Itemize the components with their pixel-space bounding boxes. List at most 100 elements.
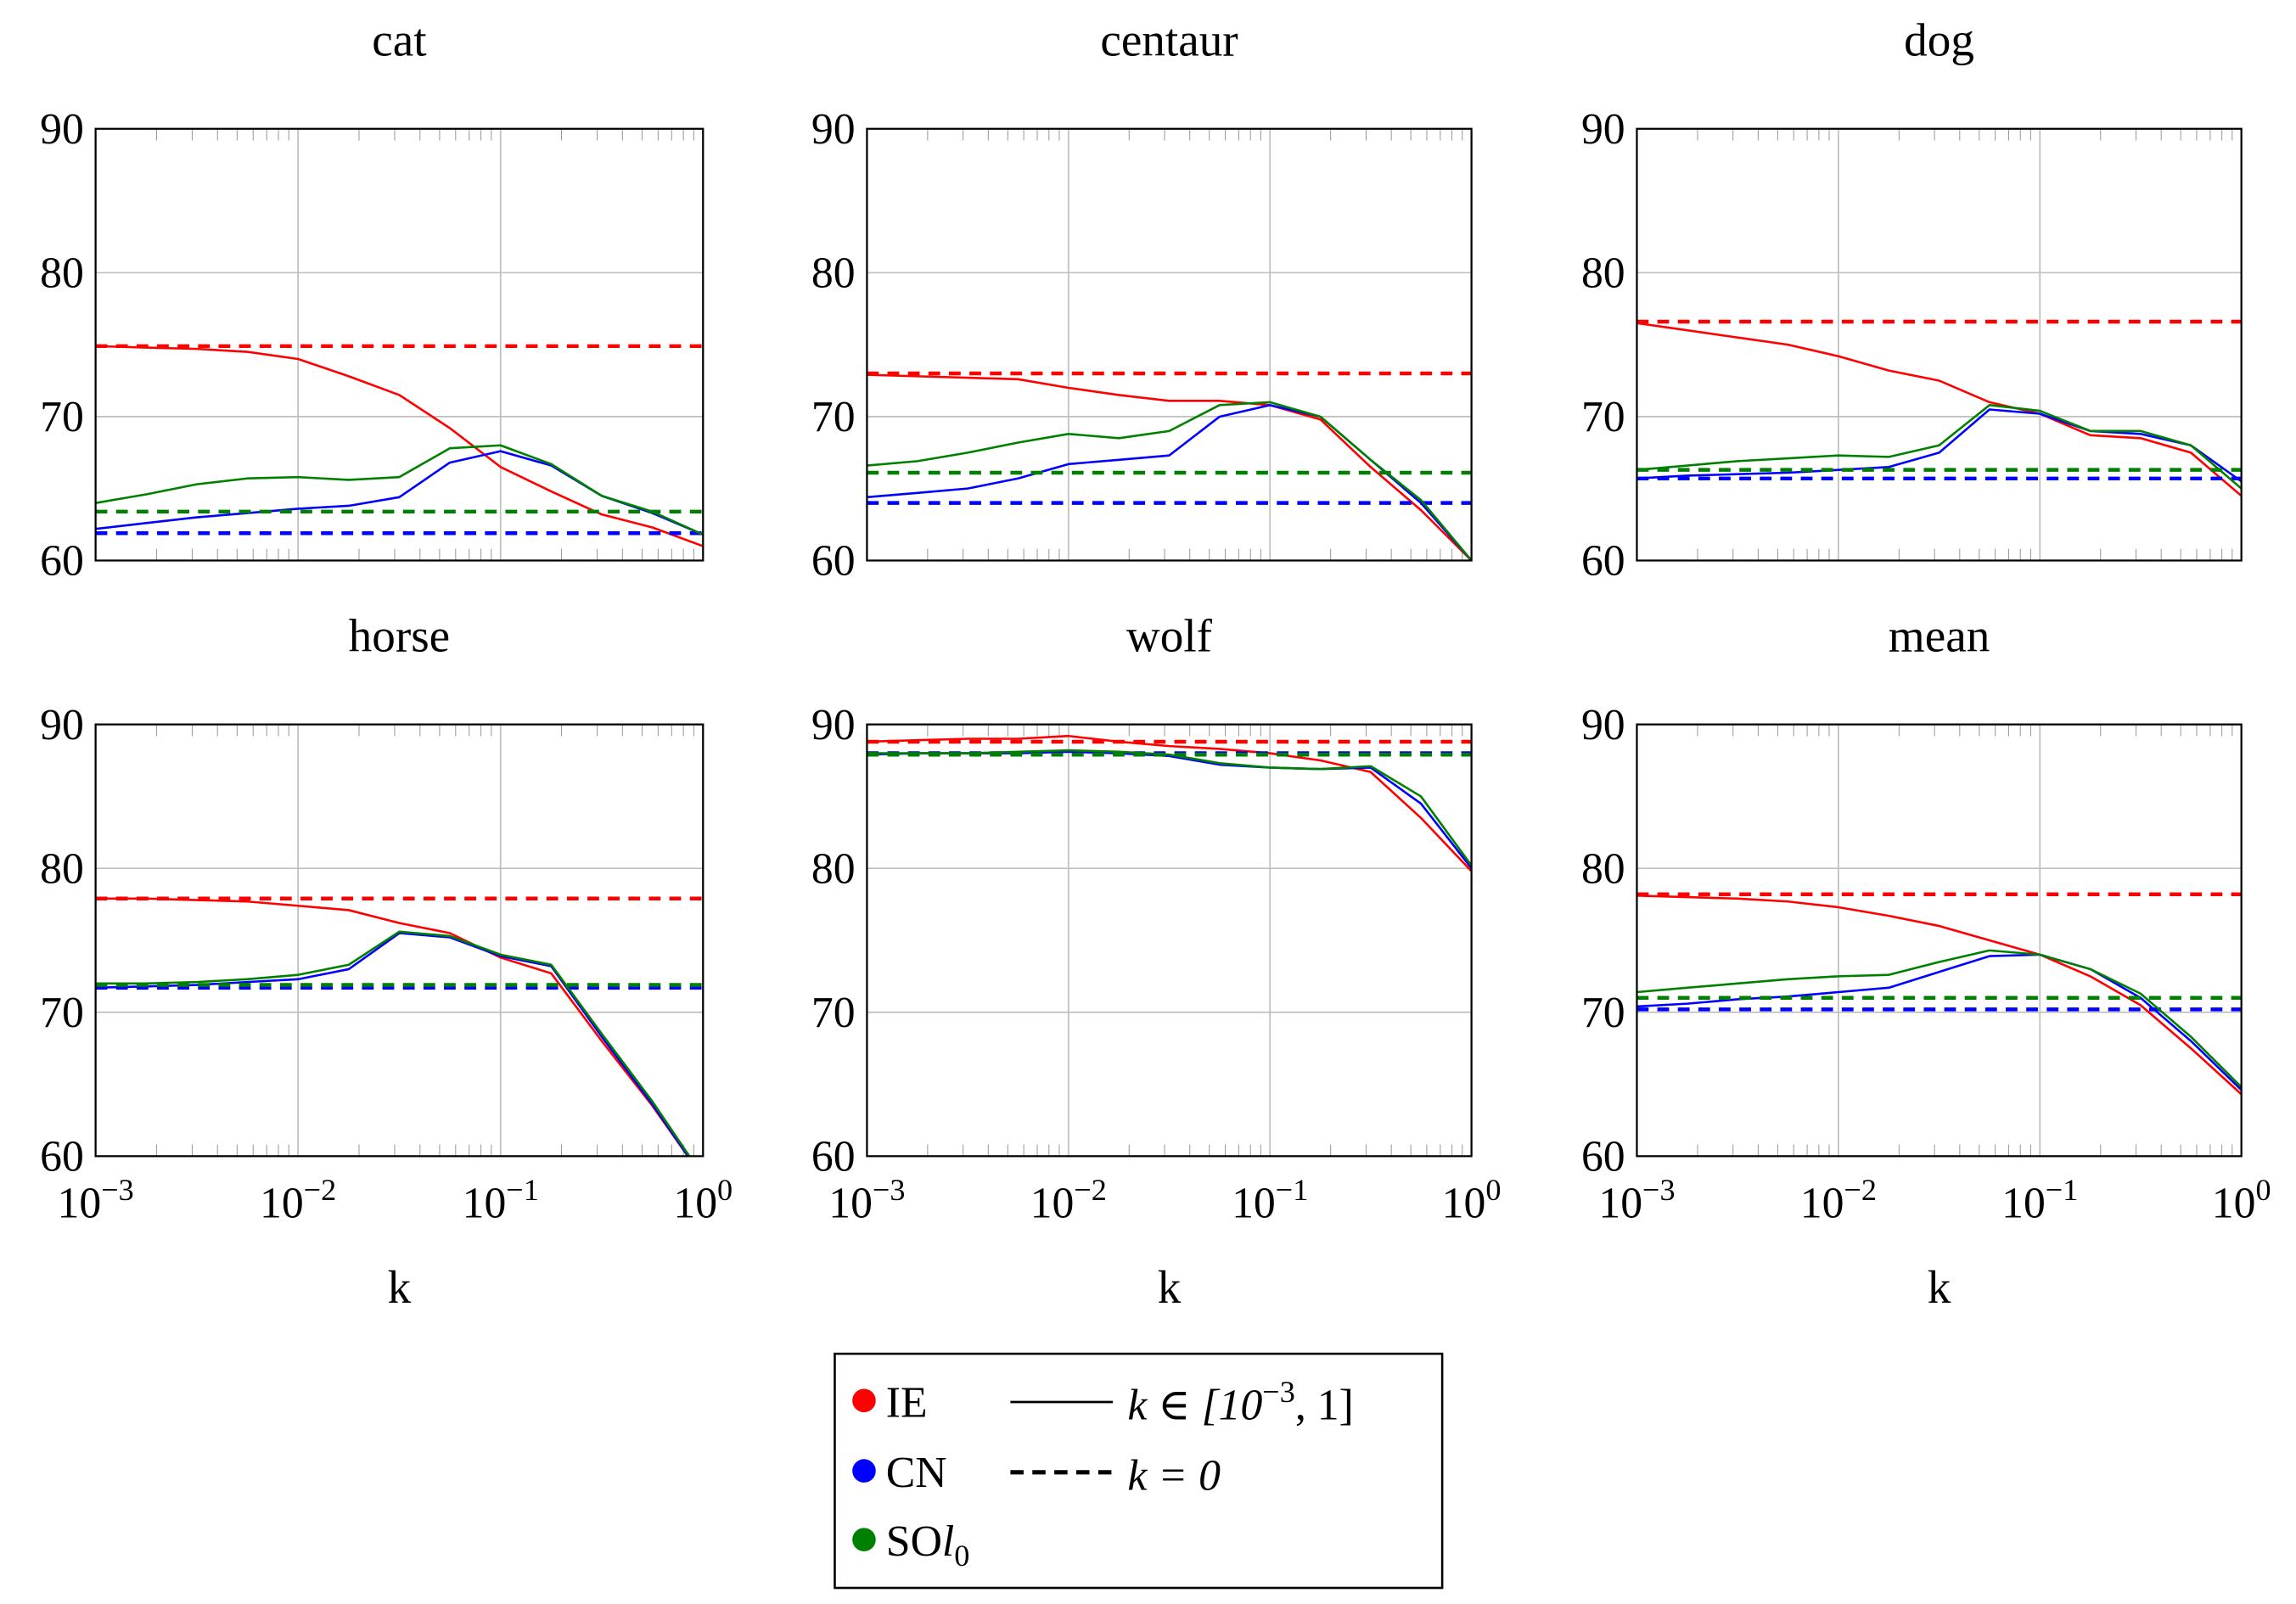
x-tick-exponent: 0 [2255,1173,2271,1207]
legend-label-italic: l [942,1517,954,1566]
plot-frame [94,723,705,1158]
y-tick-label: 80 [40,250,84,298]
x-tick-label: 10−2 [260,1173,336,1228]
legend-style-post: , 1] [1295,1382,1354,1430]
legend-box [834,1352,1444,1590]
legend-label-subscript: 0 [954,1539,969,1573]
x-tick-exponent: 0 [1485,1173,1501,1207]
legend-marker-CN [852,1459,876,1483]
legend-label-IE: IE [886,1378,928,1427]
series-line-IE [95,345,704,547]
series-line-SOl0 [1636,404,2242,490]
panel-centaur: centaur 60 70 80 90 [811,14,1473,586]
x-tick-exponent: −1 [1276,1173,1309,1207]
x-tick-label: 10−1 [463,1173,539,1228]
y-tick-label: 70 [40,989,84,1037]
series-line-CN [867,404,1472,561]
x-tick-label: 10−1 [1232,1173,1308,1228]
y-tick-label: 80 [1581,844,1625,893]
x-tick-label: 10−2 [1800,1173,1877,1228]
series-line-IE [1636,322,2242,497]
panel-title: mean [1889,609,1990,661]
series-line-CN [95,932,690,1157]
legend-style-label-solid: k ∈ [10−3, 1] [1127,1375,1353,1430]
legend: IE CN SOl0 k ∈ [10−3, 1] k = 0 [834,1352,1444,1590]
y-tick-label: 70 [811,989,856,1037]
x-tick-label: 100 [2212,1173,2271,1228]
y-tick-label: 90 [40,701,84,749]
x-tick-base: 10 [2212,1180,2256,1228]
x-tick-label: 100 [1442,1173,1502,1228]
y-tick-label: 60 [811,1133,856,1181]
panel-title: cat [372,14,426,66]
y-tick-label: 90 [1581,105,1625,154]
x-tick-exponent: 0 [717,1173,733,1207]
x-tick-exponent: −1 [2046,1173,2079,1207]
series-line-SOl0 [867,401,1472,561]
legend-label-SOl0: SOl0 [886,1517,970,1573]
series-line-IE [95,897,689,1157]
y-tick-label: 80 [40,844,84,893]
plot-frame [94,127,705,562]
series-line-CN [867,750,1472,869]
x-tick-exponent: −2 [304,1173,337,1207]
series-line-CN [95,450,704,536]
legend-label-CN: CN [886,1449,947,1497]
x-tick-base: 10 [260,1180,304,1228]
panel-cat: cat 60 70 80 90 [40,14,705,586]
series-line-IE [867,734,1472,872]
x-tick-exponent: −2 [1074,1173,1107,1207]
panel-title: dog [1904,14,1974,66]
series-line-SOl0 [867,749,1472,866]
series-line-CN [1636,408,2242,483]
panel-dog: dog 60 70 80 90 [1581,14,2243,586]
legend-label-text: IE [886,1378,928,1427]
y-tick-label: 90 [40,105,84,154]
x-tick-base: 10 [2001,1180,2046,1228]
x-tick-label: 10−3 [57,1173,133,1228]
series-line-IE [1636,895,2242,1096]
y-tick-label: 60 [811,537,856,586]
x-tick-exponent: −2 [1844,1173,1877,1207]
series-line-SOl0 [1636,949,2242,1088]
legend-style-label-dashed: k = 0 [1127,1451,1221,1500]
x-tick-base: 10 [673,1180,717,1228]
plot-frame [1636,127,2243,562]
y-tick-label: 70 [1581,989,1625,1037]
y-tick-label: 60 [1581,537,1625,586]
x-tick-exponent: −3 [873,1173,906,1207]
x-tick-base: 10 [828,1180,873,1228]
plot-frame [866,127,1473,562]
plot-frame [1636,723,2243,1158]
x-tick-label: 10−3 [828,1173,905,1228]
y-tick-label: 90 [811,701,856,749]
y-tick-label: 90 [811,105,856,154]
y-tick-label: 90 [1581,701,1625,749]
x-tick-base: 10 [1232,1180,1276,1228]
series-line-SOl0 [95,930,691,1157]
series-line-IE [867,373,1472,561]
x-tick-label: 100 [673,1173,733,1228]
x-tick-base: 10 [1442,1180,1486,1228]
y-tick-label: 80 [1581,250,1625,298]
x-tick-exponent: −1 [506,1173,539,1207]
x-tick-exponent: −3 [1642,1173,1676,1207]
series-line-SOl0 [95,444,704,536]
y-tick-label: 70 [40,393,84,441]
x-tick-label: 10−1 [2001,1173,2078,1228]
panel-title: wolf [1126,609,1213,661]
x-tick-exponent: −3 [101,1173,134,1207]
panel-title: horse [349,609,451,661]
legend-style-text: k ∈ [10 [1127,1382,1262,1430]
y-tick-label: 60 [1581,1133,1625,1181]
y-tick-label: 60 [40,1133,84,1181]
y-tick-label: 80 [811,844,856,893]
x-tick-base: 10 [463,1180,507,1228]
plot-frame [866,723,1473,1158]
legend-marker-IE [852,1388,876,1413]
legend-marker-SOl0 [852,1528,876,1551]
